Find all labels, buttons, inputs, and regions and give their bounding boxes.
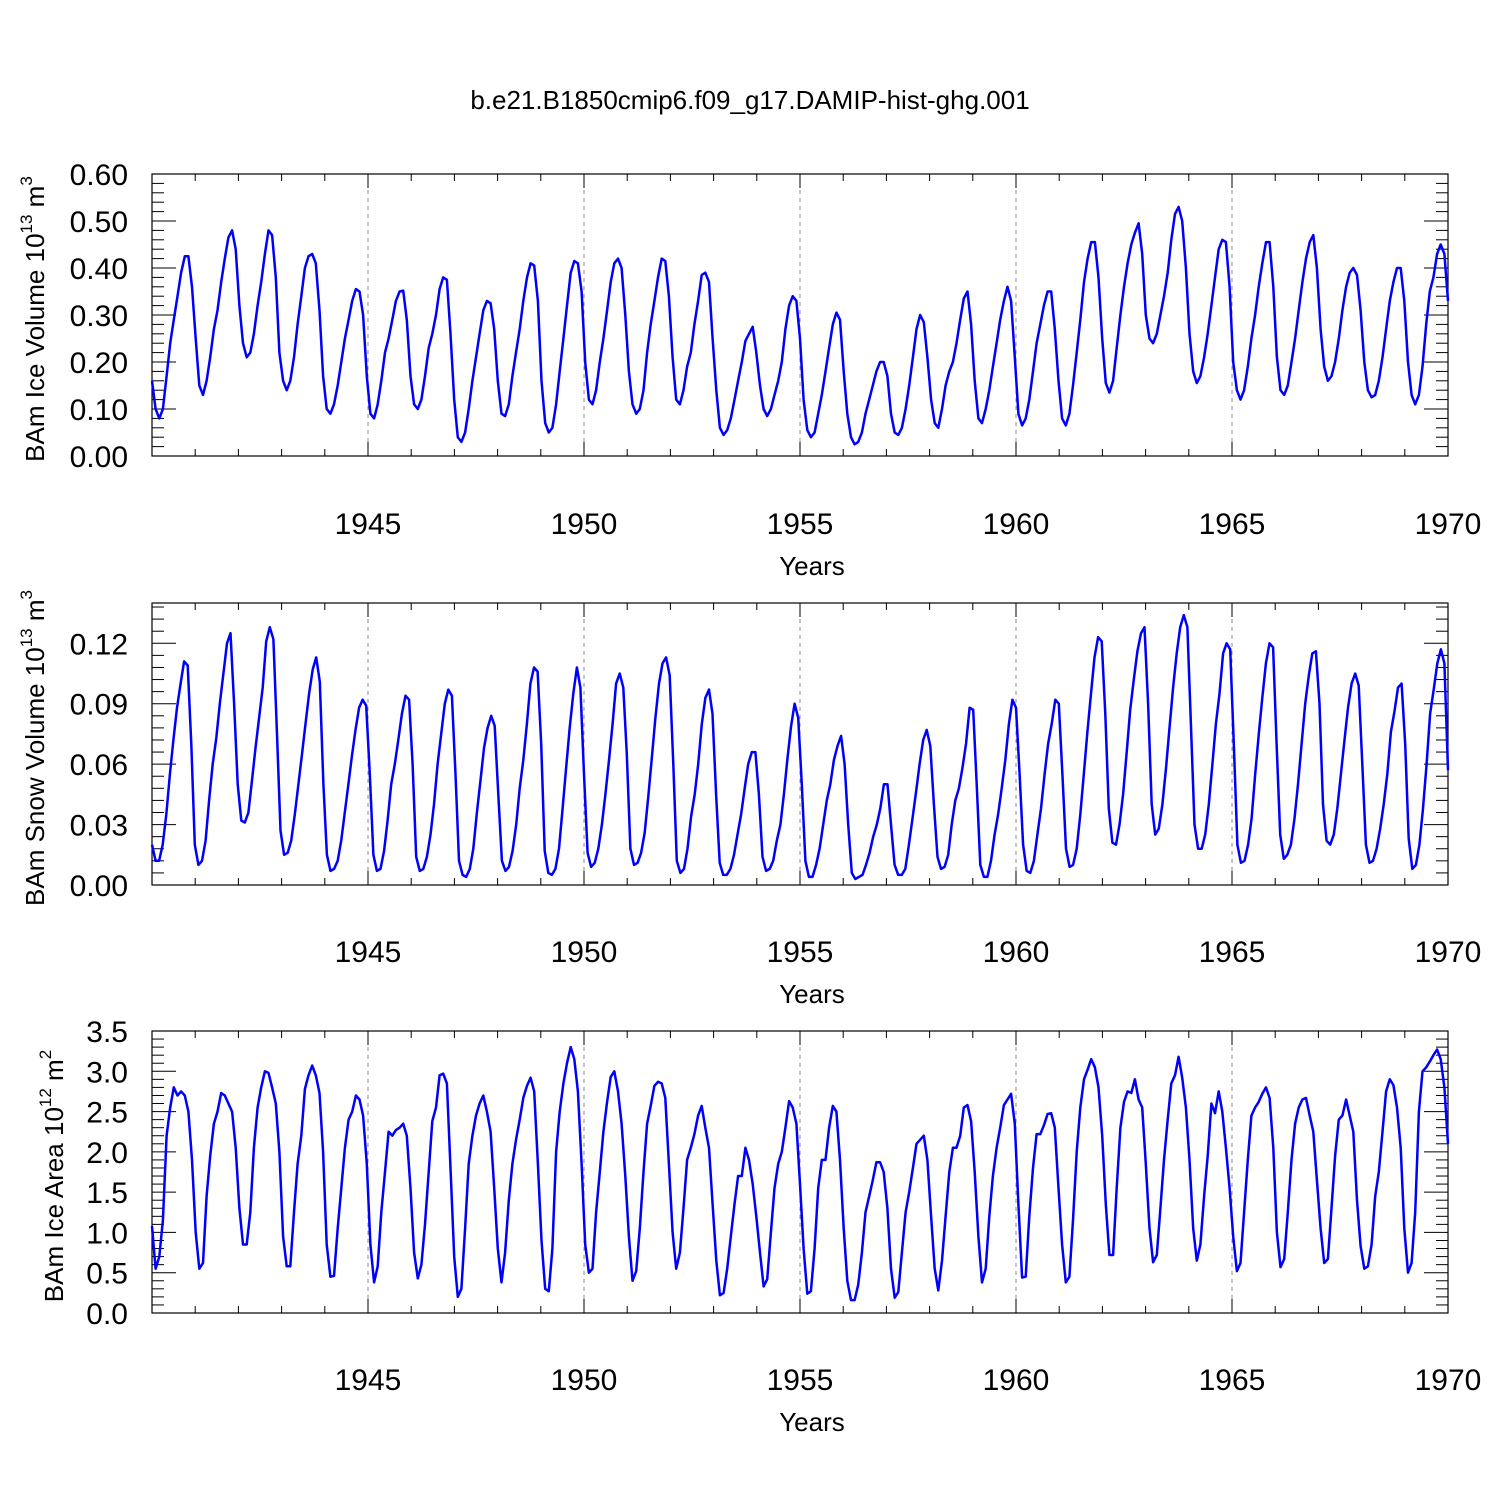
- x-tick-label: 1965: [1199, 1364, 1266, 1397]
- y-tick-label: 0.40: [70, 253, 128, 286]
- x-tick-label: 1960: [983, 936, 1050, 969]
- y-tick-label: 0.12: [70, 628, 128, 661]
- x-tick-label: 1950: [551, 1364, 618, 1397]
- x-tick-label: 1945: [335, 936, 402, 969]
- x-tick-label: 1955: [767, 508, 834, 541]
- y-tick-label: 2.0: [86, 1137, 128, 1170]
- y-tick-label: 0.06: [70, 749, 128, 782]
- plot-frame: [151, 173, 1449, 457]
- y-tick-label: 3.5: [86, 1016, 128, 1049]
- x-tick-label: 1965: [1199, 508, 1266, 541]
- y-tick-label: 1.5: [86, 1177, 128, 1210]
- y-tick-label: 2.5: [86, 1097, 128, 1130]
- y-axis-label: BAm Snow Volume 1013 m3: [17, 590, 50, 906]
- series-line: [150, 1045, 1450, 1302]
- y-tick-label: 0.10: [70, 394, 128, 427]
- y-axis-label: BAm Ice Area 1012 m2: [36, 1050, 69, 1302]
- y-tick-label: 0.5: [86, 1258, 128, 1291]
- x-tick-label: 1955: [767, 1364, 834, 1397]
- chart-title: b.e21.B1850cmip6.f09_g17.DAMIP-hist-ghg.…: [470, 85, 1029, 115]
- series-line: [150, 205, 1450, 446]
- y-tick-label: 1.0: [86, 1217, 128, 1250]
- y-tick-label: 0.50: [70, 206, 128, 239]
- x-axis-label: Years: [779, 551, 845, 581]
- x-tick-label: 1950: [551, 508, 618, 541]
- x-tick-label: 1970: [1415, 508, 1482, 541]
- y-tick-label: 0.20: [70, 347, 128, 380]
- y-tick-label: 0.09: [70, 689, 128, 722]
- panel-1: 1945 1950 1955 1960 1965 1970 0.00 0.10 0.20 0.30…: [17, 159, 1481, 581]
- x-tick-label: 1960: [983, 1364, 1050, 1397]
- x-tick-label: 1970: [1415, 1364, 1482, 1397]
- y-axis-label: BAm Ice Volume 1013 m3: [17, 176, 50, 462]
- panel-3: 1945 1950 1955 1960 1965 1970 0.0 0.5 1.0 1.5 2.0 2…: [36, 1016, 1481, 1437]
- x-tick-label: 1945: [335, 1364, 402, 1397]
- series-line: [150, 613, 1450, 881]
- y-tick-label: 0.30: [70, 300, 128, 333]
- y-tick-label: 0.00: [70, 441, 128, 474]
- y-tick-label: 0.60: [70, 159, 128, 192]
- x-tick-label: 1955: [767, 936, 834, 969]
- y-tick-label: 0.00: [70, 870, 128, 903]
- x-axis-label: Years: [779, 979, 845, 1009]
- x-axis-label: Years: [779, 1407, 845, 1437]
- x-tick-label: 1945: [335, 508, 402, 541]
- panel-2: 1945 1950 1955 1960 1965 1970 0.00 0.03 0.06 0.09…: [17, 590, 1481, 1009]
- x-tick-label: 1950: [551, 936, 618, 969]
- y-tick-label: 3.0: [86, 1056, 128, 1089]
- y-tick-label: 0.0: [86, 1298, 128, 1331]
- y-tick-label: 0.03: [70, 810, 128, 843]
- plot-frame: [151, 1030, 1449, 1314]
- x-tick-label: 1965: [1199, 936, 1266, 969]
- x-tick-label: 1970: [1415, 936, 1482, 969]
- x-tick-label: 1960: [983, 508, 1050, 541]
